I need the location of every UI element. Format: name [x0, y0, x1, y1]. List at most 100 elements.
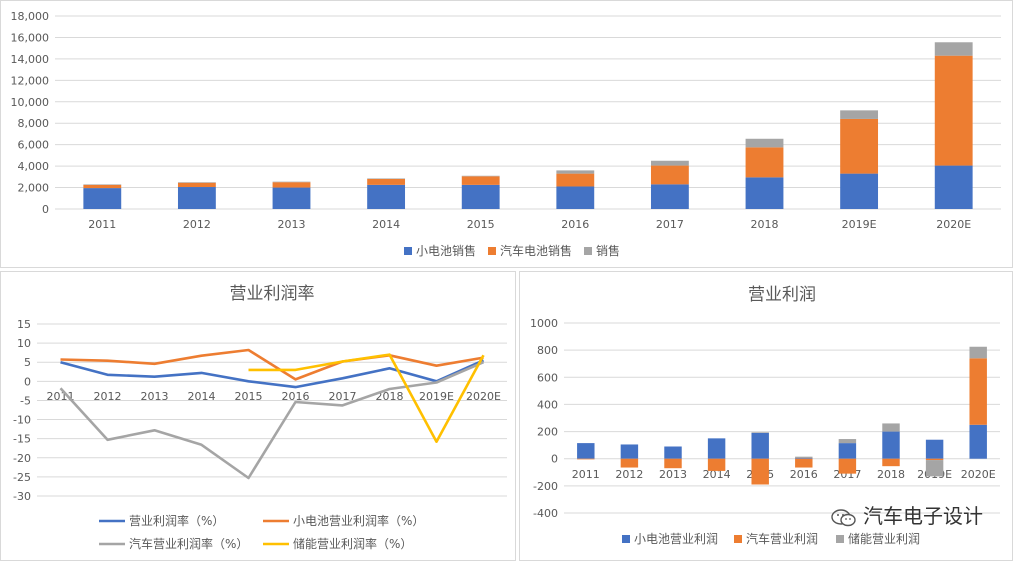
legend-label: 小电池销售: [416, 243, 476, 258]
y-tick-label: -20: [13, 452, 31, 465]
chart-title: 营业利润: [748, 285, 816, 305]
y-tick-label: -200: [533, 480, 558, 493]
bar: [838, 458, 857, 474]
bar: [272, 182, 311, 188]
x-tick-label: 2013: [278, 218, 306, 231]
x-tick-label: 2014: [703, 468, 731, 481]
legend-label: 销售: [596, 243, 620, 258]
y-tick-label: 0: [551, 453, 558, 466]
bar: [272, 181, 311, 183]
legend-label: 小电池营业利润: [634, 532, 718, 546]
legend-label: 储能营业利润: [848, 531, 920, 546]
bar: [650, 160, 689, 166]
y-tick-label: 6,000: [18, 139, 50, 152]
x-tick-label: 2018: [751, 218, 779, 231]
chart-title: 营业利润率: [230, 284, 315, 304]
bar: [795, 456, 813, 459]
y-tick-label: 800: [537, 344, 558, 357]
y-tick-label: 18,000: [11, 10, 50, 23]
y-tick-label: 400: [537, 398, 558, 411]
legend-swatch: [734, 535, 742, 543]
legend-label: 小电池营业利润率（%）: [293, 513, 424, 528]
bar: [882, 423, 900, 432]
x-tick-label: 2014: [372, 218, 400, 231]
bar: [840, 173, 879, 209]
bar: [556, 173, 595, 187]
y-tick-label: 15: [17, 318, 31, 331]
bar: [83, 184, 122, 189]
bar: [795, 458, 813, 459]
y-tick-label: -10: [13, 414, 31, 427]
x-tick-label: 2016: [561, 218, 589, 231]
bar: [751, 458, 769, 485]
bar: [83, 188, 122, 209]
y-tick-label: -400: [533, 507, 558, 520]
bar: [650, 165, 689, 185]
y-tick-label: 16,000: [11, 31, 50, 44]
x-tick-label: 2014: [188, 390, 216, 403]
x-tick-label: 2012: [183, 218, 211, 231]
y-tick-label: -25: [13, 471, 31, 484]
bar: [840, 110, 879, 119]
series-line: [60, 359, 485, 389]
bar: [461, 184, 500, 209]
bar: [925, 458, 944, 461]
bar: [177, 182, 216, 183]
x-tick-label: 2020E: [466, 390, 501, 403]
bar: [969, 346, 987, 359]
bar: [650, 184, 689, 209]
bar: [751, 432, 769, 433]
y-tick-label: 1000: [530, 317, 558, 330]
operating-profit-stacked-bar-chart: 营业利润 -400 -200 0 200 400 600 800 1000 2011 2012 201…: [530, 285, 1000, 546]
series-line: [59, 361, 485, 480]
sales-stacked-bar-chart: 0 2,000 4,000 6,000 8,000 10,000 12,000 14,000 1…: [11, 10, 1001, 258]
bar: [838, 439, 857, 444]
bar: [925, 439, 944, 459]
x-tick-label: 2015: [467, 218, 495, 231]
y-tick-label: 14,000: [11, 53, 50, 66]
bar: [882, 431, 900, 459]
bar: [272, 187, 311, 209]
y-tick-label: 12,000: [11, 74, 50, 87]
legend-swatch: [584, 247, 592, 255]
series-line: [248, 353, 485, 443]
bar: [838, 443, 857, 459]
y-tick-label: 200: [537, 426, 558, 439]
bar: [367, 178, 406, 179]
x-tick-label: 2020E: [936, 218, 971, 231]
y-tick-label: -30: [13, 490, 31, 503]
bar: [461, 176, 500, 185]
wechat-icon: [831, 508, 856, 526]
bar: [707, 458, 726, 471]
x-tick-label: 2017: [656, 218, 684, 231]
bar: [795, 458, 813, 468]
x-tick-label: 2020E: [961, 468, 996, 481]
watermark: 汽车电子设计: [831, 500, 983, 529]
bar: [620, 444, 639, 459]
legend-swatch: [622, 535, 630, 543]
bar: [367, 184, 406, 209]
x-tick-label: 2018: [376, 390, 404, 403]
x-tick-label: 2013: [659, 468, 687, 481]
bar: [840, 118, 879, 174]
bar: [177, 182, 216, 188]
legend-swatch: [404, 247, 412, 255]
y-tick-label: -5: [20, 394, 31, 407]
y-tick-label: 5: [24, 356, 31, 369]
x-tick-label: 2018: [877, 468, 905, 481]
bar: [707, 438, 726, 459]
bar: [577, 458, 595, 460]
y-tick-label: 4,000: [18, 160, 50, 173]
x-tick-label: 2019E: [419, 390, 454, 403]
x-tick-label: 2013: [141, 390, 169, 403]
bar: [745, 177, 784, 209]
bar: [664, 458, 682, 469]
x-tick-label: 2011: [47, 390, 75, 403]
bar: [751, 432, 769, 459]
legend-label: 储能营业利润率（%）: [293, 536, 412, 551]
bar: [745, 138, 784, 148]
bar: [620, 458, 639, 468]
profit-chart-panel: 营业利润 -400 -200 0 200 400 600 800 1000 2011 2012 201…: [519, 271, 1013, 561]
x-tick-label: 2017: [329, 390, 357, 403]
bar: [461, 175, 500, 177]
